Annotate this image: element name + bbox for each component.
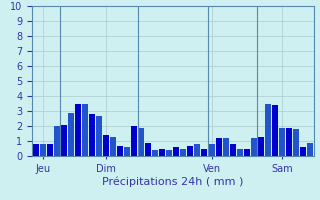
Bar <box>82 104 88 156</box>
Bar <box>89 114 95 156</box>
Bar <box>188 146 193 156</box>
X-axis label: Précipitations 24h ( mm ): Précipitations 24h ( mm ) <box>102 176 244 187</box>
Bar <box>251 138 257 156</box>
Bar <box>96 116 102 156</box>
Bar <box>75 104 81 156</box>
Bar <box>202 148 207 156</box>
Bar <box>286 128 292 156</box>
Bar <box>237 148 243 156</box>
Bar <box>145 142 151 156</box>
Bar <box>195 144 200 156</box>
Bar <box>230 144 236 156</box>
Bar <box>258 137 264 156</box>
Bar <box>40 144 45 156</box>
Bar <box>216 138 221 156</box>
Bar <box>61 124 67 156</box>
Bar <box>279 128 285 156</box>
Bar <box>124 147 130 156</box>
Bar <box>173 147 179 156</box>
Bar <box>47 144 52 156</box>
Bar <box>180 148 186 156</box>
Bar <box>33 144 38 156</box>
Bar <box>131 126 137 156</box>
Bar <box>166 150 172 156</box>
Bar <box>159 148 165 156</box>
Bar <box>300 147 306 156</box>
Bar <box>293 129 299 156</box>
Bar <box>68 112 74 156</box>
Bar <box>54 126 60 156</box>
Bar <box>307 142 313 156</box>
Bar <box>244 148 250 156</box>
Bar <box>138 128 144 156</box>
Bar <box>209 144 214 156</box>
Bar <box>110 137 116 156</box>
Bar <box>272 105 278 156</box>
Bar <box>117 146 123 156</box>
Bar <box>152 150 158 156</box>
Bar <box>265 104 271 156</box>
Bar <box>103 135 109 156</box>
Bar <box>223 138 228 156</box>
